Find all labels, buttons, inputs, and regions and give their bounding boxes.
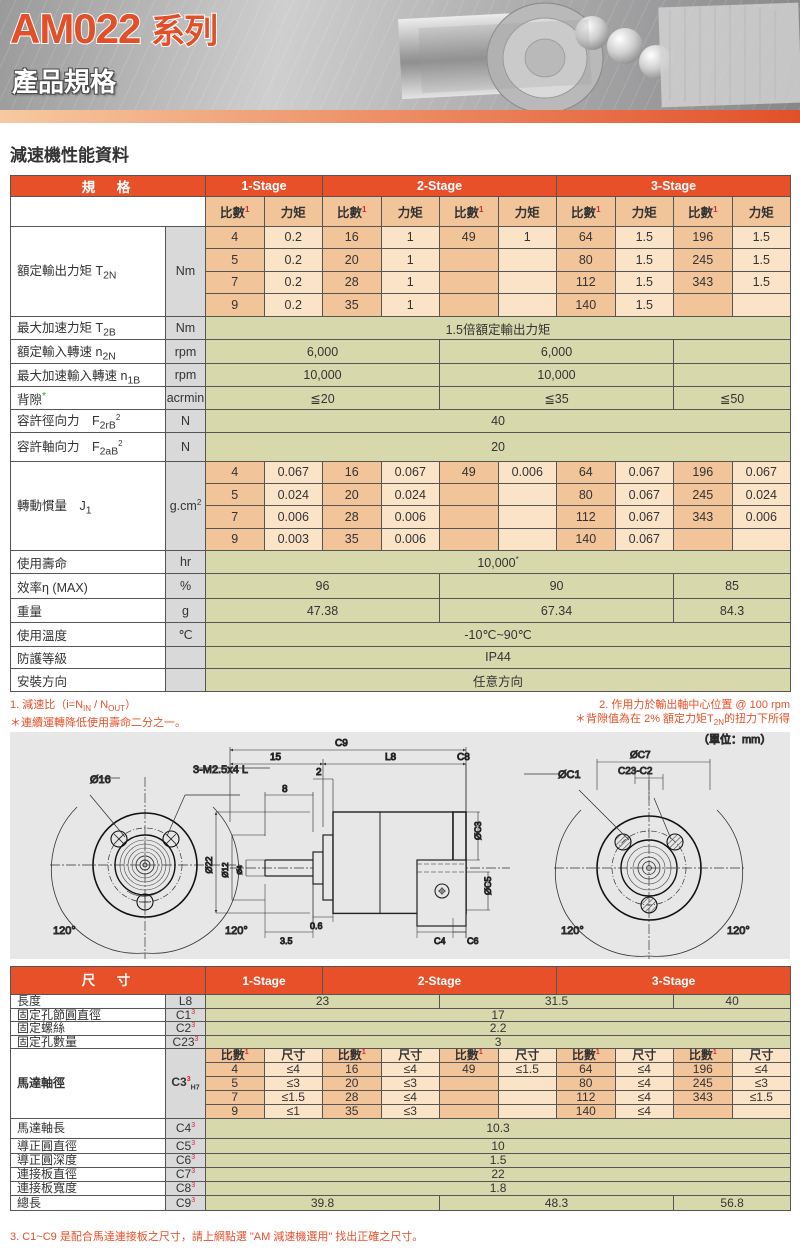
svg-text:ØC5: ØC5 bbox=[483, 876, 493, 895]
svg-text:2: 2 bbox=[316, 767, 322, 778]
svg-text:C8: C8 bbox=[457, 752, 470, 763]
svg-text:8: 8 bbox=[282, 784, 288, 795]
svg-text:ØC7: ØC7 bbox=[630, 750, 651, 761]
svg-text:120°: 120° bbox=[727, 925, 750, 937]
svg-text:15: 15 bbox=[270, 752, 282, 763]
svg-text:0.6: 0.6 bbox=[310, 921, 323, 931]
svg-text:ØC3: ØC3 bbox=[473, 821, 483, 840]
svg-text:120°: 120° bbox=[225, 925, 248, 937]
svg-text:C6: C6 bbox=[467, 936, 479, 946]
svg-text:3.5: 3.5 bbox=[280, 936, 293, 946]
svg-text:C23-C2: C23-C2 bbox=[618, 766, 653, 777]
svg-text:Ø4: Ø4 bbox=[237, 865, 244, 874]
svg-text:（單位：mm）: （單位：mm） bbox=[698, 732, 771, 746]
svg-text:Ø16: Ø16 bbox=[90, 774, 111, 786]
svg-text:120°: 120° bbox=[53, 925, 76, 937]
svg-text:120°: 120° bbox=[561, 925, 584, 937]
svg-text:L8: L8 bbox=[385, 752, 397, 763]
svg-text:ØC1: ØC1 bbox=[558, 769, 581, 781]
svg-text:Ø12: Ø12 bbox=[221, 862, 230, 878]
svg-text:Ø22: Ø22 bbox=[204, 856, 214, 873]
svg-text:C4: C4 bbox=[434, 936, 446, 946]
svg-text:C9: C9 bbox=[335, 738, 348, 749]
svg-text:3-M2.5x4 L: 3-M2.5x4 L bbox=[193, 764, 248, 776]
